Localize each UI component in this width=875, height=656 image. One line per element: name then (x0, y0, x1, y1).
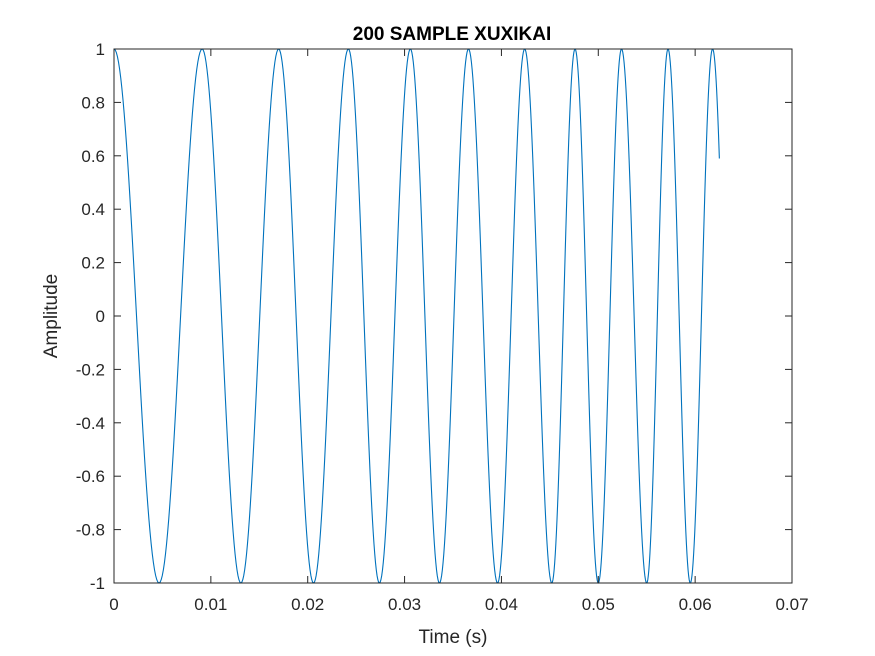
y-tick-label: -0.4 (76, 414, 105, 433)
x-tick-label: 0.04 (485, 595, 518, 614)
x-tick-label: 0 (109, 595, 118, 614)
series-line-0 (113, 48, 720, 584)
y-tick-label: -0.2 (76, 360, 105, 379)
y-tick-label: 0.6 (81, 147, 105, 166)
y-tick-label: -0.6 (76, 467, 105, 486)
axes-box (113, 48, 793, 584)
x-tick-label: 0.02 (291, 595, 324, 614)
y-tick-label: -0.8 (76, 521, 105, 540)
x-axis-label: Time (s) (419, 627, 488, 648)
chart-title: 200 SAMPLE XUXIKAI (353, 24, 552, 45)
y-tick-label: 0.4 (81, 200, 105, 219)
series-layer (113, 48, 720, 584)
x-tick-label: 0.05 (582, 595, 615, 614)
plot-area (114, 49, 792, 583)
y-tick-label: -1 (90, 574, 105, 593)
y-tick-label: 0.2 (81, 254, 105, 273)
x-tick-label: 0.03 (388, 595, 421, 614)
ticks-layer: 0 0.01 0.02 0.03 0.04 0.05 0.06 0.07 -1 -0.8 -0.6 -… (76, 40, 809, 614)
x-tick-label: 0.01 (194, 595, 227, 614)
y-tick-label: 0 (96, 307, 105, 326)
x-tick-label: 0.07 (775, 595, 808, 614)
y-axis-label: Amplitude (41, 274, 62, 359)
y-tick-label: 1 (96, 40, 105, 59)
x-tick-label: 0.06 (679, 595, 712, 614)
y-tick-label: 0.8 (81, 93, 105, 112)
